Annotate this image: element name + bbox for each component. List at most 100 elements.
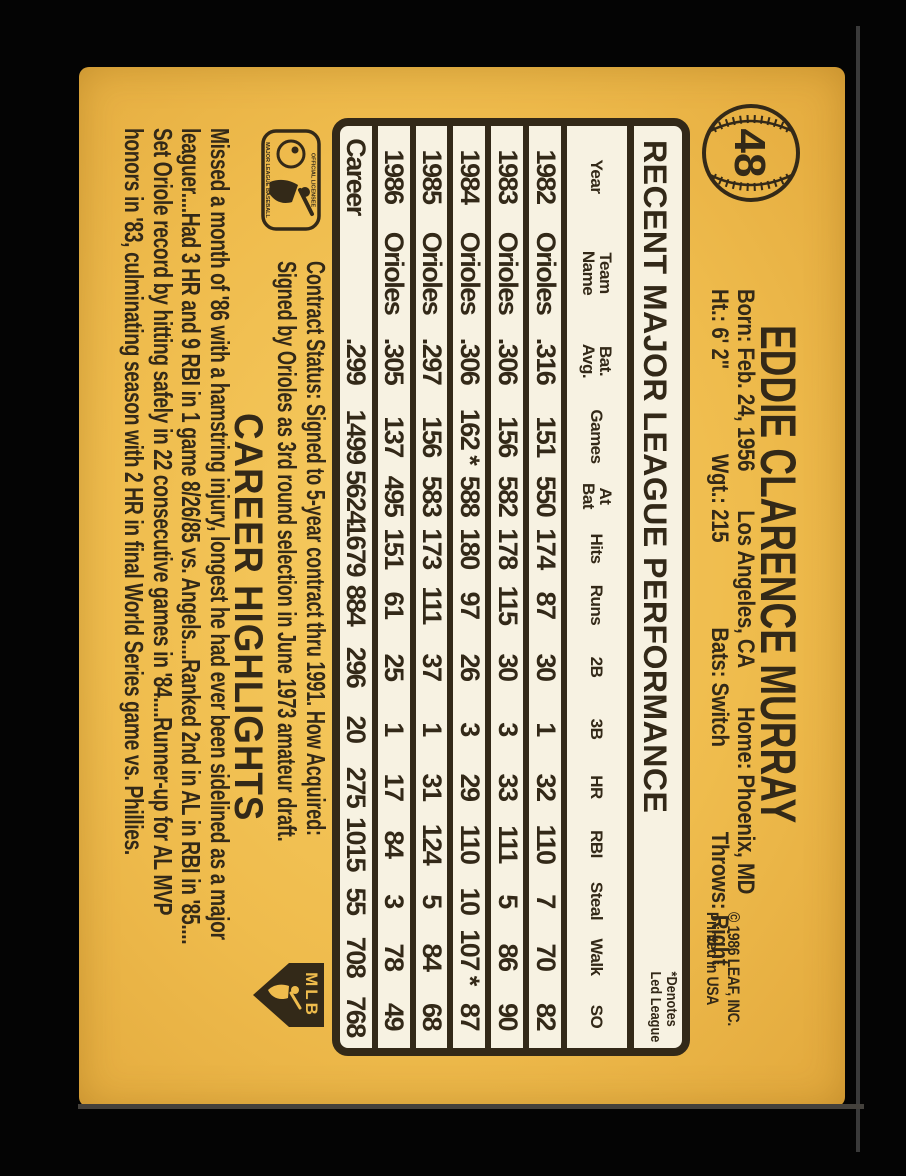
- stat-col-header: Runs: [587, 584, 607, 626]
- stat-cell: 1499: [340, 403, 375, 470]
- stat-cell: 588: [450, 470, 489, 522]
- stat-cell: 178: [488, 522, 527, 575]
- card-number: 48: [725, 129, 774, 178]
- stat-cell: 156: [488, 403, 527, 470]
- stat-cell: 20: [340, 699, 375, 759]
- stat-cell: 49: [374, 985, 413, 1048]
- stat-cell: 5: [488, 873, 527, 929]
- stat-cell: 124: [412, 815, 451, 873]
- stat-cell: 110: [450, 815, 489, 873]
- stat-cell: 78: [374, 929, 413, 985]
- stat-cell: 84: [374, 815, 413, 873]
- stat-cell: 173: [412, 522, 451, 575]
- stat-cell: 107 *: [450, 929, 489, 985]
- stat-cell: 70: [526, 929, 564, 985]
- stat-cell: 86: [488, 929, 527, 985]
- highlights-line-3: Set Oriole record by hitting safely in 2…: [147, 128, 178, 916]
- stat-cell: 31: [412, 759, 451, 815]
- stat-cell: 5624: [340, 470, 375, 524]
- stat-cell: 137: [374, 403, 413, 470]
- stat-cell: 29: [450, 759, 489, 815]
- stat-cell: 1679: [340, 522, 375, 576]
- stat-cell: 17: [374, 759, 413, 815]
- stat-cell: 111: [412, 575, 451, 635]
- stat-cell: 82: [526, 985, 564, 1048]
- stats-panel-title: RECENT MAJOR LEAGUE PERFORMANCE: [637, 140, 673, 814]
- stat-cell: 768: [340, 985, 375, 1048]
- licensee-top-text: OFFICIAL LICENSEE: [310, 153, 316, 208]
- stat-cell: Orioles: [526, 227, 564, 319]
- stat-cell: 37: [412, 635, 451, 699]
- denotes-led-league-note: *Denotes Led League: [647, 971, 680, 1042]
- mlb-official-licensee-logo: OFFICIAL LICENSEE MAJOR LEAGUE BASEBALL: [261, 129, 321, 231]
- highlights-line-4: honors in '83, culminating season with 2…: [119, 128, 150, 855]
- career-highlights-body: Missed a month of '86 with a hamstring i…: [119, 128, 235, 1176]
- stats-row-1982: 1982 Orioles .316 151 550 174 87 30 1 32 110 7 70 82: [526, 126, 564, 1048]
- stat-col-header: 3B: [587, 718, 607, 740]
- stat-cell: 151: [374, 522, 413, 575]
- stat-cell: .316: [526, 319, 564, 403]
- copyright-line-1: © 1986 LEAF, INC.: [724, 912, 743, 1026]
- stat-cell: .305: [374, 319, 413, 403]
- stat-col-header: Games: [587, 409, 607, 464]
- stat-col-header: At Bat: [579, 483, 615, 509]
- stats-row-1985: 1985 Orioles .297 156 583 173 111 37 1 31 124 5 84 68: [412, 126, 451, 1048]
- bats-text: Bats: Switch: [706, 627, 733, 747]
- copyright-line-2: Printed in USA: [703, 912, 722, 1006]
- stats-row-career: Career .299 1499 5624 1679 884 296 20 275 1015 55 7…: [340, 126, 375, 1048]
- stat-col-header: Walk: [587, 938, 607, 976]
- stat-cell: 3: [374, 873, 413, 929]
- stat-cell: .306: [450, 319, 489, 403]
- stat-col-header: Year: [587, 159, 607, 194]
- stat-cell: Orioles: [488, 227, 527, 319]
- stat-cell: 5: [412, 873, 451, 929]
- stats-header-row: Year Team Name Bat. Avg. Games At Bat Hits …: [564, 126, 627, 1048]
- denotes-line-1: *Denotes: [663, 971, 680, 1027]
- home-text: Home: Phoenix, MD: [732, 706, 759, 895]
- stats-panel: RECENT MAJOR LEAGUE PERFORMANCE *Denotes…: [332, 118, 690, 1056]
- stat-cell: 30: [526, 635, 564, 699]
- scan-edge-vertical: [856, 26, 860, 1152]
- stat-cell: 87: [526, 575, 564, 635]
- stat-cell: 1: [526, 699, 564, 759]
- stat-cell: 32: [526, 759, 564, 815]
- stat-cell: 3: [450, 699, 489, 759]
- stat-cell: Orioles: [412, 227, 451, 319]
- stat-cell: 156: [412, 403, 451, 470]
- stat-cell: 30: [488, 635, 527, 699]
- stat-cell: 68: [412, 985, 451, 1048]
- stat-col-header: HR: [587, 775, 607, 799]
- stat-col-header: Hits: [587, 533, 607, 564]
- stat-cell: 550: [526, 470, 564, 522]
- stat-cell: Orioles: [374, 227, 413, 319]
- stat-cell: 10: [450, 873, 489, 929]
- stat-cell: 97: [450, 575, 489, 635]
- denotes-line-2: Led League: [647, 971, 664, 1042]
- stat-cell: 61: [374, 575, 413, 635]
- stats-table: Year Team Name Bat. Avg. Games At Bat Hits …: [340, 126, 627, 1048]
- highlights-line-1: Missed a month of '86 with a hamstring i…: [205, 128, 235, 940]
- stat-cell: 174: [526, 522, 564, 575]
- stat-cell: Career: [340, 126, 375, 227]
- stats-row-1983: 1983 Orioles .306 156 582 178 115 30 3 33 111 5 86 90: [488, 126, 527, 1048]
- stat-cell: 1982: [526, 126, 564, 227]
- stat-cell: 1983: [488, 126, 527, 227]
- stat-cell: 275: [340, 759, 375, 815]
- stat-col-header: SO: [587, 1004, 607, 1029]
- stat-cell: 296: [340, 635, 375, 699]
- stat-cell: 111: [488, 815, 527, 873]
- stat-col-header: 2B: [587, 656, 607, 678]
- stat-cell: 1: [412, 699, 451, 759]
- stat-cell: [340, 227, 375, 319]
- stat-cell: 162 *: [450, 403, 489, 470]
- stat-cell: 26: [450, 635, 489, 699]
- stat-cell: 55: [340, 873, 375, 929]
- stat-cell: 1986: [374, 126, 413, 227]
- bio-line-2: Ht.: 6' 2" Wgt.: 215 Bats: Switch Throws…: [705, 289, 733, 966]
- contract-status-line-2: Signed by Orioles as 3rd round selection…: [272, 261, 302, 842]
- stat-cell: 884: [340, 575, 375, 635]
- stat-cell: 1984: [450, 126, 489, 227]
- copyright: © 1986 LEAF, INC. Printed in USA: [702, 912, 744, 1026]
- height-text: Ht.: 6' 2": [706, 289, 733, 369]
